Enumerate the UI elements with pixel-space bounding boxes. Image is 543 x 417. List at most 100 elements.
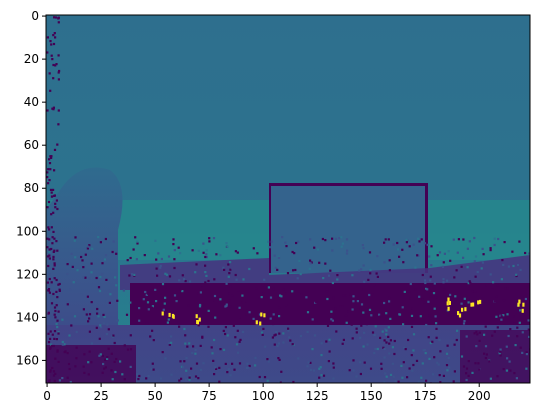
noise-speckle xyxy=(138,319,141,322)
noise-speckle xyxy=(228,292,231,295)
noise-speckle xyxy=(376,275,379,278)
noise-speckle xyxy=(104,358,107,361)
noise-speckle xyxy=(74,256,77,259)
noise-speckle xyxy=(466,247,469,250)
noise-speckle xyxy=(397,380,400,383)
highlight-point-2 xyxy=(255,320,258,325)
noise-speckle xyxy=(495,295,498,298)
y-axis: 0 20 40 60 80 100 120 140 160 xyxy=(16,9,46,367)
noise-speckle xyxy=(358,269,361,272)
noise-speckle xyxy=(352,369,355,372)
noise-speckle xyxy=(199,291,202,294)
noise-speckle xyxy=(398,255,401,258)
noise-speckle xyxy=(481,261,484,264)
noise-speckle xyxy=(208,237,211,240)
noise-speckle xyxy=(291,343,294,346)
noise-speckle xyxy=(61,318,64,321)
noise-speckle xyxy=(126,348,130,351)
noise-speckle xyxy=(218,366,221,369)
noise-speckle xyxy=(268,246,271,249)
noise-speckle xyxy=(442,261,445,264)
noise-speckle xyxy=(114,370,117,374)
edge-speckle xyxy=(48,257,51,260)
noise-speckle xyxy=(199,303,202,307)
noise-speckle xyxy=(376,255,379,258)
noise-speckle xyxy=(320,342,323,345)
noise-speckle xyxy=(180,377,183,380)
highlight-point-6 xyxy=(521,308,524,313)
noise-speckle xyxy=(147,292,150,295)
dark-band-upper xyxy=(120,255,530,290)
edge-speckle xyxy=(46,109,49,112)
noise-speckle xyxy=(334,237,338,240)
noise-speckle xyxy=(252,317,255,320)
noise-speckle xyxy=(248,267,251,271)
edge-speckle xyxy=(49,188,53,191)
noise-speckle xyxy=(341,342,344,345)
edge-speckle xyxy=(58,69,61,73)
noise-speckle xyxy=(181,290,184,293)
noise-speckle xyxy=(218,380,221,383)
noise-speckle xyxy=(147,375,150,378)
noise-speckle xyxy=(154,239,157,242)
noise-speckle xyxy=(373,352,376,355)
noise-speckle xyxy=(213,338,216,342)
noise-speckle xyxy=(483,333,486,336)
noise-speckle xyxy=(359,307,362,310)
highlight-point-6 xyxy=(522,302,525,307)
noise-speckle xyxy=(245,313,248,316)
y-tick-label-160: 160 xyxy=(16,353,39,367)
noise-speckle xyxy=(75,357,78,360)
noise-speckle xyxy=(342,294,345,297)
noise-speckle xyxy=(278,332,281,335)
noise-speckle xyxy=(336,278,339,281)
x-axis: 0 25 50 75 100 125 150 175 200 xyxy=(43,383,491,403)
noise-speckle xyxy=(229,374,232,377)
noise-speckle xyxy=(227,368,230,371)
noise-speckle xyxy=(129,365,132,368)
noise-speckle xyxy=(69,288,72,291)
noise-speckle xyxy=(170,341,173,344)
noise-speckle xyxy=(527,328,530,331)
noise-speckle xyxy=(438,374,441,377)
noise-speckle xyxy=(66,303,69,306)
noise-speckle xyxy=(360,324,363,327)
noise-speckle xyxy=(88,244,91,247)
noise-speckle xyxy=(269,296,273,299)
noise-speckle xyxy=(306,330,309,333)
highlight-point-3 xyxy=(448,301,451,305)
noise-speckle xyxy=(184,280,187,283)
noise-speckle xyxy=(136,242,139,245)
noise-speckle xyxy=(421,362,424,365)
noise-speckle xyxy=(401,306,404,309)
noise-speckle xyxy=(313,334,317,337)
noise-speckle xyxy=(75,330,78,334)
noise-speckle xyxy=(190,367,193,370)
noise-speckle xyxy=(125,313,129,316)
noise-speckle xyxy=(417,237,420,240)
edge-speckle xyxy=(51,242,54,245)
noise-speckle xyxy=(402,261,405,264)
noise-speckle xyxy=(315,319,318,322)
noise-speckle xyxy=(172,238,175,241)
noise-speckle xyxy=(513,372,516,375)
edge-speckle xyxy=(48,379,51,382)
edge-speckle xyxy=(50,43,53,46)
noise-speckle xyxy=(202,362,205,365)
noise-speckle xyxy=(152,368,155,371)
noise-speckle xyxy=(495,315,498,318)
noise-speckle xyxy=(370,293,374,296)
noise-speckle xyxy=(476,270,479,274)
noise-speckle xyxy=(55,278,58,282)
highlight-point-2 xyxy=(263,313,266,318)
noise-speckle xyxy=(420,376,423,379)
noise-speckle xyxy=(237,289,240,292)
noise-speckle xyxy=(159,266,162,269)
noise-speckle xyxy=(102,313,105,316)
noise-speckle xyxy=(75,346,78,349)
noise-speckle xyxy=(195,362,199,365)
noise-speckle xyxy=(98,337,101,340)
noise-speckle xyxy=(306,365,309,368)
edge-speckle xyxy=(57,360,60,363)
noise-speckle xyxy=(151,305,154,308)
